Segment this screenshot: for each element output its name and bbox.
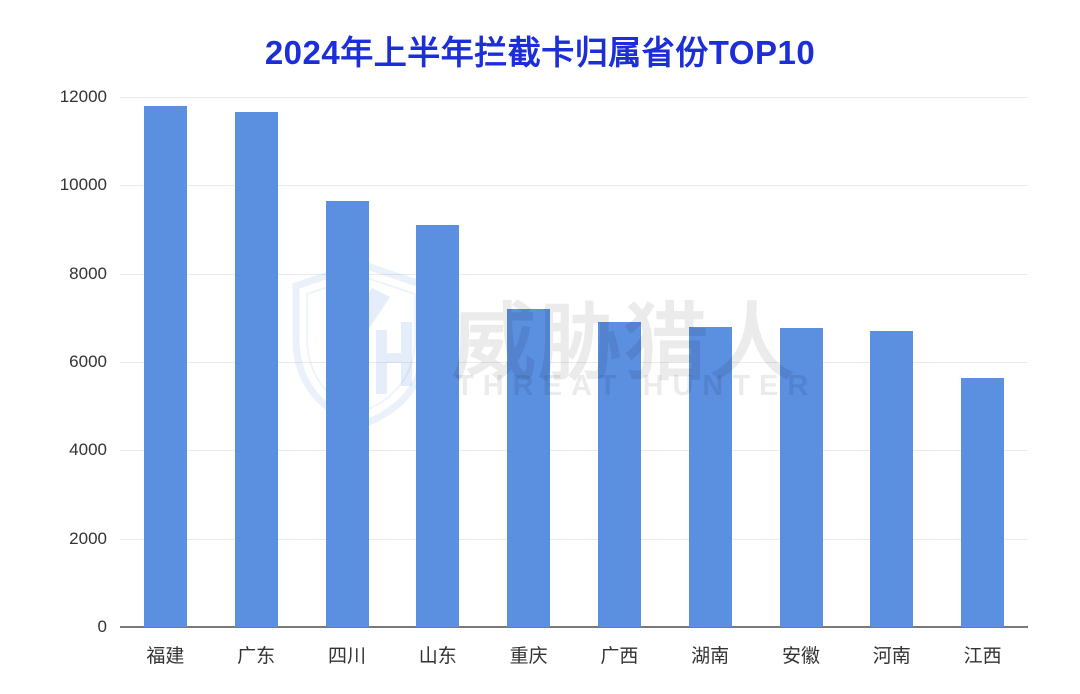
x-axis-category-label: 江西 [963,646,1002,667]
bar [779,328,823,627]
y-axis-tick-label: 2000 [69,528,107,548]
y-axis-tick-label: 6000 [69,352,107,371]
gridline [120,185,1028,187]
y-axis-tick-label: 4000 [69,440,107,460]
x-axis-category-label: 福建 [146,646,185,667]
y-axis-tick-label: 12000 [59,87,107,106]
x-axis-category-label: 河南 [872,646,911,667]
y-axis-tick-label: 0 [97,617,107,636]
x-axis-category-label: 广东 [237,646,276,667]
x-axis-category-label: 湖南 [691,646,730,667]
x-axis-category-label: 安徽 [781,646,820,667]
x-axis-category-label: 广西 [600,646,639,667]
bar [143,105,187,627]
gridline [120,450,1028,452]
x-axis-line [120,626,1028,628]
y-axis-tick-label: 10000 [59,175,107,195]
x-axis-category-label: 四川 [327,646,366,667]
y-axis-tick-label: 8000 [69,263,107,283]
bar [870,331,914,627]
x-axis-category-label: 山东 [418,646,457,667]
bar [961,377,1005,627]
gridline [120,362,1028,363]
gridline [120,97,1028,98]
bar [688,326,732,627]
gridline [120,273,1028,275]
bar [416,225,460,627]
chart-title: 2024年上半年拦截卡归属省份TOP10 [264,34,816,71]
bar [234,112,278,627]
x-axis-category-label: 重庆 [509,646,548,667]
gridline [120,538,1028,540]
bar [507,309,551,627]
bar [597,322,641,627]
bar [325,200,369,627]
